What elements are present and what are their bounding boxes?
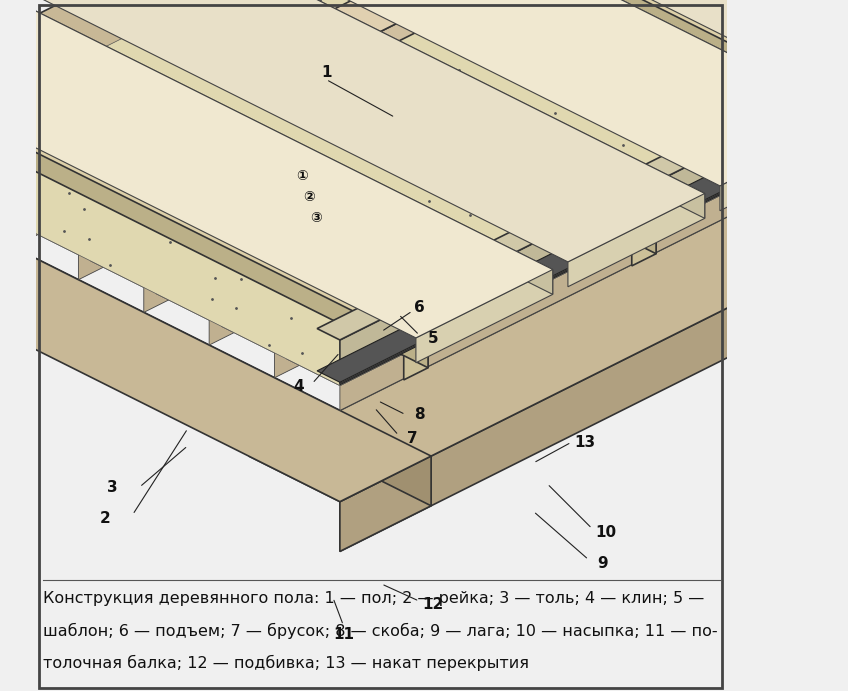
Polygon shape [482,0,534,52]
Polygon shape [659,0,720,68]
Polygon shape [112,0,848,110]
Text: 3: 3 [107,480,117,495]
Polygon shape [0,0,431,278]
Polygon shape [612,66,665,117]
Polygon shape [812,39,848,144]
Text: 13: 13 [575,435,596,450]
Polygon shape [0,0,705,218]
Text: 7: 7 [407,431,418,446]
Text: толочная балка; 12 — подбивка; 13 — накат перекрытия: толочная балка; 12 — подбивка; 13 — нака… [42,655,529,671]
Polygon shape [632,210,656,266]
Polygon shape [644,0,720,106]
Polygon shape [363,51,408,105]
Polygon shape [796,70,848,182]
Polygon shape [48,0,656,254]
Polygon shape [720,32,796,144]
Polygon shape [0,20,428,368]
Polygon shape [340,0,848,232]
Polygon shape [0,0,404,189]
Polygon shape [340,182,848,551]
Polygon shape [0,0,796,386]
Text: 11: 11 [332,627,354,642]
Text: ③: ③ [310,211,321,225]
Text: 5: 5 [428,331,438,346]
Polygon shape [275,125,731,378]
Text: 10: 10 [595,524,616,540]
Polygon shape [340,158,796,410]
Polygon shape [720,117,848,211]
Polygon shape [252,0,848,108]
Polygon shape [404,324,428,380]
Polygon shape [0,0,553,338]
Text: ①: ① [296,169,308,183]
Polygon shape [0,137,431,506]
Text: 8: 8 [414,407,425,422]
Polygon shape [317,10,848,340]
Polygon shape [78,27,534,280]
Polygon shape [340,456,431,551]
Polygon shape [294,41,386,81]
Polygon shape [678,98,731,150]
Polygon shape [340,21,848,384]
Polygon shape [659,1,796,70]
Text: 12: 12 [422,597,444,612]
Polygon shape [547,33,600,84]
Polygon shape [287,131,796,386]
Polygon shape [13,0,469,247]
Polygon shape [0,0,553,294]
Polygon shape [25,0,534,255]
Polygon shape [91,33,600,287]
Polygon shape [97,0,848,142]
Text: шаблон; 6 — подъем; 7 — брусок; 8 — скоба; 9 — лага; 10 — насыпка; 11 — по-: шаблон; 6 — подъем; 7 — брусок; 8 — скоб… [42,623,717,639]
Polygon shape [0,0,404,214]
Polygon shape [0,0,469,223]
Polygon shape [317,28,408,74]
Polygon shape [583,0,720,32]
Polygon shape [276,0,848,140]
Polygon shape [401,0,446,17]
Polygon shape [583,0,644,30]
Polygon shape [0,0,431,228]
Polygon shape [279,0,446,59]
Polygon shape [156,66,665,320]
Polygon shape [248,137,848,502]
Text: 9: 9 [597,556,608,571]
Polygon shape [0,0,705,262]
Polygon shape [24,0,656,223]
Polygon shape [416,269,553,363]
Polygon shape [492,0,568,30]
Polygon shape [735,1,796,106]
Polygon shape [248,0,848,66]
Text: 6: 6 [414,300,425,315]
Text: 2: 2 [99,511,110,526]
Polygon shape [363,28,408,82]
Text: 4: 4 [293,379,304,395]
Polygon shape [0,137,431,502]
Polygon shape [743,131,796,182]
Text: ②: ② [303,190,315,204]
Polygon shape [221,98,731,353]
Polygon shape [325,0,446,78]
Polygon shape [209,92,665,345]
Polygon shape [735,39,848,108]
Polygon shape [568,0,644,68]
Polygon shape [294,0,848,87]
Text: Конструкция деревянного пола: 1 — пол; 2 — рейка; 3 — толь; 4 — клин; 5 —: Конструкция деревянного пола: 1 — пол; 2… [42,591,704,606]
Polygon shape [0,20,428,337]
Polygon shape [0,0,848,186]
Polygon shape [340,63,848,385]
Polygon shape [144,59,600,312]
Polygon shape [568,193,705,287]
Polygon shape [416,0,469,19]
Polygon shape [317,52,848,382]
Text: 1: 1 [321,65,332,80]
Polygon shape [248,0,848,228]
